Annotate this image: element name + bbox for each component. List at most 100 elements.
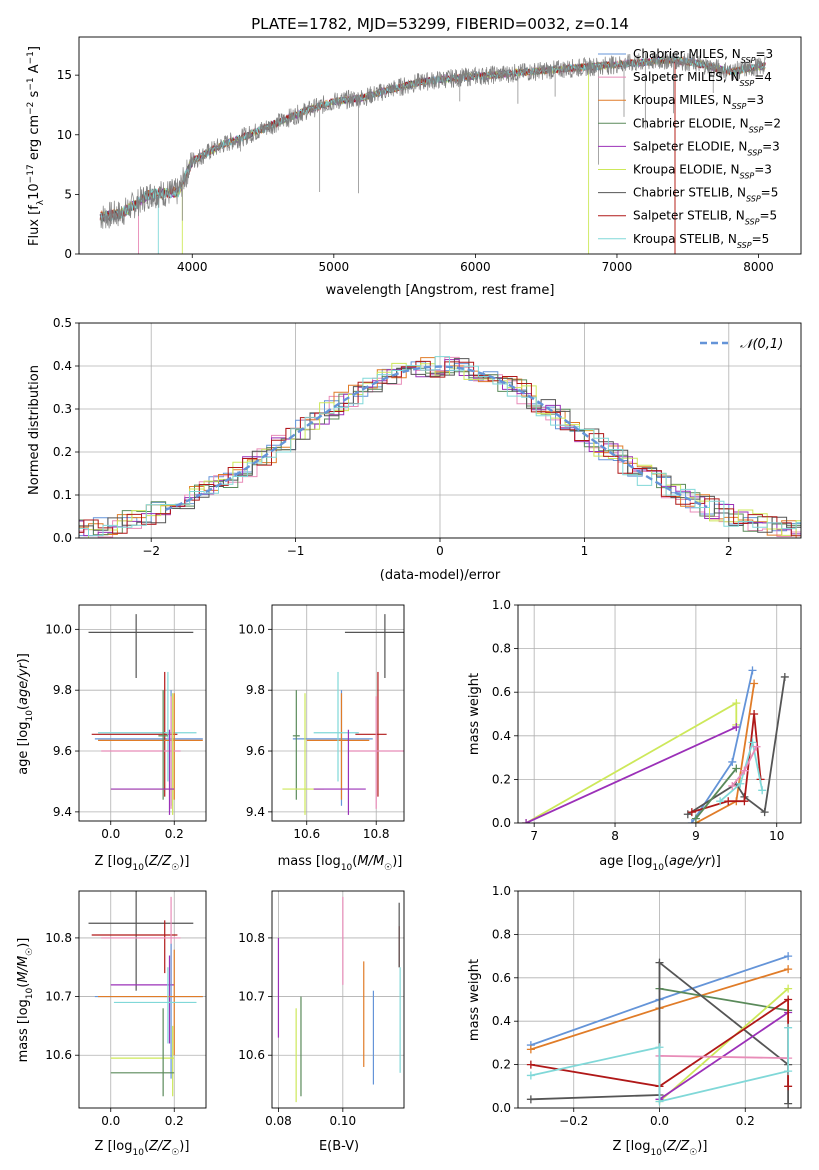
plot-area-mass_vs_ebv [272, 891, 404, 1108]
weight-marker-salpeter_elodie [732, 723, 741, 732]
weight-marker-salpeter_miles [752, 742, 761, 751]
x-axis-label: (data-model)/error [380, 568, 501, 583]
x-tick-label: 1 [581, 544, 589, 558]
plot-area-age_vs_z [79, 605, 206, 821]
x-tick-label: 5000 [319, 260, 350, 274]
errorbar-salpeter_stelib [91, 920, 178, 974]
axes-frame [78, 890, 207, 1109]
y-axis-label: mass weight [467, 673, 482, 755]
y-tick-label: 0 [64, 247, 72, 261]
weight-line-chabrier_elodie [659, 987, 789, 1012]
legend-label-kroupa_elodie: Kroupa ELODIE, NSSP=3 [633, 163, 772, 181]
y-tick-label: 10.7 [45, 990, 72, 1004]
histogram-kroupa_stelib [79, 356, 801, 537]
errorbar-kroupa_stelib [113, 967, 197, 1044]
y-tick-label: 0.8 [492, 642, 511, 656]
weight-marker-kroupa_miles [784, 965, 793, 974]
axes-age_vs_z: 0.0 0.2 9.4 9.6 9.8 10.0 [45, 604, 207, 841]
histogram-kroupa_miles [79, 357, 797, 538]
grid [518, 605, 801, 823]
y-axis-label: age [log10(age/yr)] [16, 653, 35, 775]
figure-title: PLATE=1782, MJD=53299, FIBERID=0032, z=0… [251, 15, 629, 33]
errorbar-chabrier_stelib [344, 614, 404, 679]
y-tick-label: 0.4 [492, 729, 511, 743]
axes-spectrum: 4000 5000 6000 7000 8000 0 5 10 15 [57, 36, 802, 274]
weight-marker-salpeter_stelib [526, 1060, 535, 1069]
errorbar-salpeter_miles [348, 696, 404, 809]
weight-marker-kroupa_elodie [784, 984, 793, 993]
weight-marker-kroupa_stelib [758, 786, 767, 795]
weight-marker-kroupa_stelib [736, 779, 745, 788]
x-tick-label: 9 [692, 829, 700, 843]
y-tick-label: 9.4 [53, 805, 72, 819]
y-tick-label: 10.0 [45, 622, 72, 636]
weight-marker-chabrier_stelib [780, 672, 789, 681]
plot-area-spectrum [99, 50, 766, 254]
x-axis-label: Z [log10(Z/Z☉)] [613, 1139, 708, 1158]
axes-frame [78, 36, 802, 255]
legend-label-kroupa_miles: Kroupa MILES, NSSP=3 [633, 93, 764, 111]
plot-area-mass_weight_vs_z [518, 891, 801, 1108]
weight-marker-chabrier_miles [748, 666, 757, 675]
errorbar-chabrier_elodie [110, 1008, 175, 1097]
axes-mass_vs_ebv: 0.08 0.10 10.6 10.7 10.8 [238, 890, 405, 1128]
x-tick-label: 2 [725, 544, 733, 558]
axes-residuals: −2 −1 0 1 2 0.0 0.1 0.2 0.3 0.4 0.5 [53, 316, 802, 558]
x-tick-label: 7000 [602, 260, 633, 274]
x-axis-label: age [log10(age/yr)] [599, 854, 721, 873]
x-tick-label: −1 [287, 544, 305, 558]
weight-marker-chabrier_stelib [760, 808, 769, 817]
x-tick-label: 6000 [460, 260, 491, 274]
histogram-kroupa_elodie [79, 362, 801, 538]
errorbar-salpeter_elodie [110, 955, 175, 1044]
y-tick-label: 0.6 [492, 971, 511, 985]
x-tick-label: 0.0 [101, 827, 120, 841]
weight-line-kroupa_elodie [658, 987, 789, 1103]
errorbar-salpeter_elodie [313, 729, 366, 815]
weight-marker-salpeter_stelib [784, 995, 793, 1004]
plot-area-mass_weight_vs_age [518, 605, 801, 823]
plot-area-mass_vs_z [79, 891, 206, 1108]
x-tick-label: 10 [769, 829, 784, 843]
x-axis-label: Z [log10(Z/Z☉)] [95, 1139, 190, 1158]
y-tick-label: 9.8 [53, 683, 72, 697]
observed-spectrum [99, 50, 766, 229]
x-tick-label: 8 [611, 829, 619, 843]
spectrum-legend: Chabrier MILES, NSSP=3 Salpeter MILES, NS… [598, 47, 781, 249]
legend-label-salpeter_stelib: Salpeter STELIB, NSSP=5 [633, 209, 777, 227]
y-tick-label: 10.0 [238, 622, 265, 636]
weight-marker-salpeter_stelib [687, 808, 696, 817]
errorbar-salpeter_stelib [91, 671, 178, 797]
y-axis-label: Flux [fλ10−17 erg cm−2 s−1 A−1] [26, 46, 46, 246]
y-tick-label: 10.6 [238, 1048, 265, 1062]
axes-mass_weight_vs_z: −0.2 0.0 0.2 0.0 0.2 0.4 0.6 0.8 1.0 [492, 884, 802, 1128]
y-tick-label: 0.4 [53, 359, 72, 373]
y-tick-label: 0.4 [492, 1014, 511, 1028]
plot-area-residuals [79, 323, 801, 538]
x-tick-label: 4000 [177, 260, 208, 274]
y-tick-label: 9.6 [246, 744, 265, 758]
legend-label-kroupa_stelib: Kroupa STELIB, NSSP=5 [633, 232, 769, 250]
legend-label-chabrier_miles: Chabrier MILES, NSSP=3 [633, 47, 773, 65]
y-tick-label: 0.8 [492, 927, 511, 941]
weight-marker-chabrier_stelib [526, 1095, 535, 1104]
axes-age_vs_mass: 10.6 10.8 9.4 9.6 9.8 10.0 [238, 604, 405, 841]
weight-marker-kroupa_miles [526, 1045, 535, 1054]
y-tick-label: 0.3 [53, 402, 72, 416]
y-axis-label: mass weight [467, 959, 482, 1041]
y-tick-label: 10.7 [238, 990, 265, 1004]
histogram-salpeter_elodie [79, 359, 801, 537]
errorbar-kroupa_miles [98, 693, 203, 800]
x-axis-label: wavelength [Angstrom, rest frame] [326, 283, 555, 298]
axes-frame [271, 604, 405, 822]
x-tick-label: −0.2 [559, 1114, 588, 1128]
weight-marker-chabrier_stelib [683, 810, 692, 819]
errorbar-chabrier_stelib [88, 614, 194, 679]
y-tick-label: 0.2 [492, 772, 511, 786]
normal-curve [165, 365, 708, 511]
weight-marker-salpeter_stelib [784, 1082, 793, 1091]
y-tick-label: 10.8 [238, 931, 265, 945]
weight-marker-kroupa_elodie [732, 699, 741, 708]
x-tick-label: 7 [530, 829, 538, 843]
x-axis-label: Z [log10(Z/Z☉)] [95, 854, 190, 873]
